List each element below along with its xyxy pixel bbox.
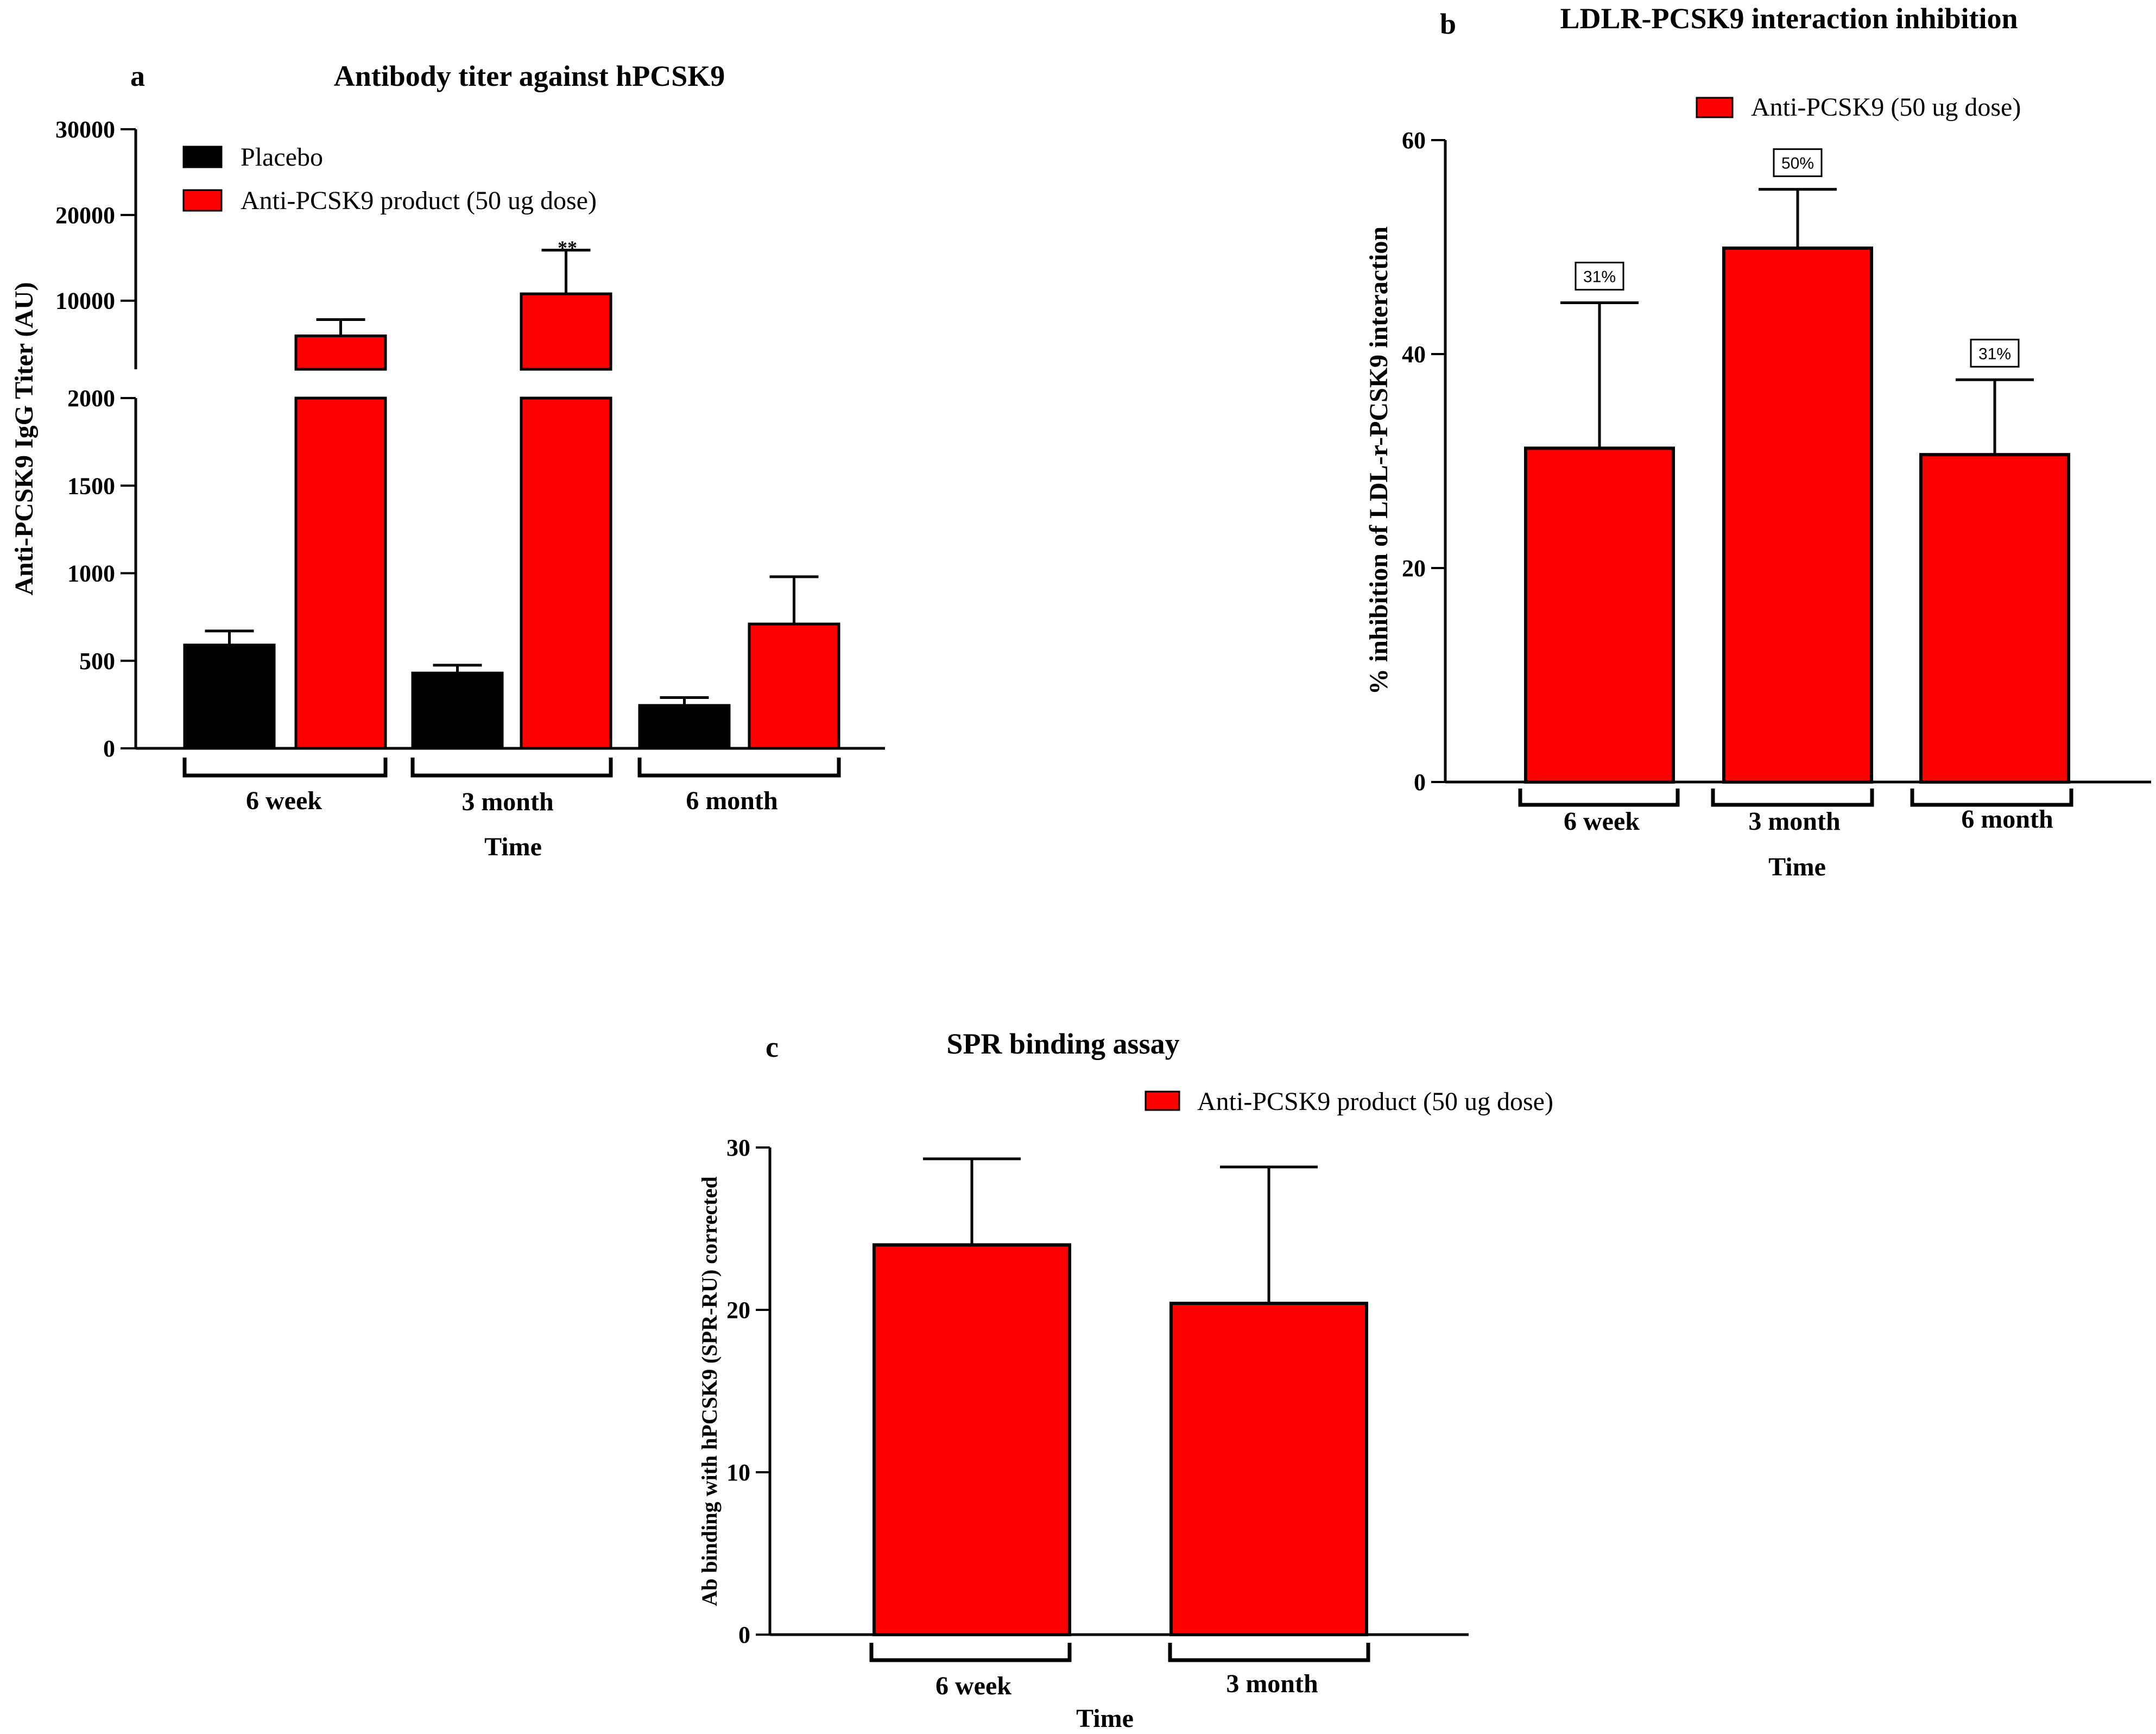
panel-c-bar-3-month bbox=[1169, 1302, 1368, 1637]
panel-c-category-labels: 6 week 3 month bbox=[935, 1669, 1318, 1700]
legend-swatch-anti-pcsk9 bbox=[182, 189, 223, 212]
legend-label-anti-pcsk9: Anti-PCSK9 product (50 ug dose) bbox=[1197, 1087, 1553, 1116]
panel-a-bars bbox=[183, 249, 840, 750]
panel-b-y-tick-label: 60 bbox=[1402, 127, 1426, 154]
panel-b-y-label: % inhibition of LDL-r-PCSK9 interaction bbox=[1364, 226, 1393, 695]
panel-c-title: SPR binding assay bbox=[946, 1027, 1179, 1060]
panel-b-letter: b bbox=[1440, 8, 1456, 40]
panel-b: b LDLR-PCSK9 interaction inhibition % in… bbox=[1364, 2, 2151, 881]
panel-b-title: LDLR-PCSK9 interaction inhibition bbox=[1560, 2, 2018, 35]
panel-c-bar-6-week bbox=[872, 1243, 1071, 1636]
panel-a-group-bracket-3-month bbox=[410, 758, 613, 778]
panel-a-y-tick-label: 1000 bbox=[67, 560, 115, 587]
panel-a-bar-3-month-anti-pcsk9-upper-segment bbox=[520, 292, 612, 371]
panel-a-category-3-month: 3 month bbox=[461, 787, 553, 816]
panel-b-legend: Anti-PCSK9 (50 ug dose) bbox=[1696, 93, 2021, 122]
panel-c-category-6-week: 6 week bbox=[935, 1672, 1011, 1700]
panel-b-category-6-week: 6 week bbox=[1564, 807, 1640, 836]
panel-a-group-bracket-6-week bbox=[182, 758, 388, 778]
panel-a: a Antibody titer against hPCSK9 Anti-PCS… bbox=[10, 60, 885, 861]
panel-a-bar-6-month-anti-pcsk9 bbox=[748, 622, 840, 750]
legend-label-placebo: Placebo bbox=[241, 143, 323, 172]
panel-a-bar-6-week-anti-pcsk9-upper-segment bbox=[294, 334, 387, 371]
panel-a-y-tick-label: 20000 bbox=[55, 202, 115, 229]
panel-c-legend: Anti-PCSK9 product (50 ug dose) bbox=[1145, 1087, 1553, 1116]
panel-a-y-tick-label: 500 bbox=[79, 648, 115, 674]
panel-b-group-bracket-3-month bbox=[1711, 789, 1874, 807]
panel-b-bar-6-month-data-label: 31% bbox=[1978, 345, 2011, 363]
panel-c-x-label: Time bbox=[1076, 1704, 1134, 1733]
panel-b-bar-6-month bbox=[1919, 453, 2070, 784]
panel-b-bar-3-month-data-label: 50% bbox=[1781, 155, 1814, 173]
panel-a-category-6-month: 6 month bbox=[686, 786, 777, 815]
panel-b-bar-6-week bbox=[1524, 446, 1675, 784]
panel-c-bars bbox=[872, 1157, 1368, 1637]
panel-a-y-tick-label: 1500 bbox=[67, 472, 115, 499]
panel-a-y-tick-label: 0 bbox=[103, 735, 115, 762]
panel-b-category-3-month: 3 month bbox=[1748, 807, 1840, 836]
panel-a-significance-marker: ** bbox=[558, 237, 577, 258]
panel-c-category-3-month: 3 month bbox=[1226, 1669, 1318, 1698]
legend-label-anti-pcsk9: Anti-PCSK9 product (50 ug dose) bbox=[241, 186, 597, 215]
panel-a-legend: Placebo Anti-PCSK9 product (50 ug dose) bbox=[182, 143, 597, 215]
panel-c-y-tick-label: 20 bbox=[726, 1297, 750, 1323]
panel-b-bar-3-month-data-label-box bbox=[1773, 148, 1823, 178]
panel-a-y-tick-label: 2000 bbox=[67, 385, 115, 412]
legend-swatch-anti-pcsk9 bbox=[1696, 97, 1734, 118]
panel-b-y-tick-label: 40 bbox=[1402, 341, 1426, 368]
legend-label-anti-pcsk9: Anti-PCSK9 (50 ug dose) bbox=[1751, 93, 2021, 122]
panel-a-bar-3-month-placebo bbox=[411, 671, 504, 750]
panel-c-group-bracket-3-month bbox=[1168, 1643, 1370, 1662]
panel-a-bar-6-week-anti-pcsk9-lower-segment bbox=[294, 396, 387, 750]
panel-c-letter: c bbox=[766, 1031, 779, 1063]
legend-swatch-anti-pcsk9 bbox=[1145, 1090, 1180, 1111]
panel-a-x-label: Time bbox=[484, 833, 542, 861]
panel-b-category-6-month: 6 month bbox=[1961, 805, 2053, 834]
panel-b-group-bracket-6-week bbox=[1518, 789, 1680, 807]
panel-c-y-tick-label: 30 bbox=[726, 1134, 750, 1161]
panel-a-bar-3-month-anti-pcsk9-lower-segment bbox=[520, 396, 612, 750]
panel-b-bar-6-week-data-label: 31% bbox=[1583, 268, 1616, 286]
panel-b-y-tick-label: 0 bbox=[1414, 769, 1426, 796]
panel-a-y-tick-label: 10000 bbox=[55, 288, 115, 314]
panel-b-y-tick-label: 20 bbox=[1402, 555, 1426, 582]
panel-a-title: Antibody titer against hPCSK9 bbox=[334, 60, 725, 92]
legend-swatch-placebo bbox=[182, 146, 223, 168]
panel-c-y-tick-label: 0 bbox=[738, 1622, 750, 1648]
panel-c-group-bracket-6-week bbox=[869, 1643, 1072, 1662]
panel-b-bar-3-month bbox=[1722, 246, 1873, 784]
panel-c-y-tick-label: 10 bbox=[726, 1459, 750, 1486]
panel-b-bars: 31% 50% 31% bbox=[1524, 148, 2070, 784]
panel-a-y-label: Anti-PCSK9 IgG Titer (AU) bbox=[10, 282, 39, 595]
panel-b-group-bracket-6-month bbox=[1910, 789, 2073, 807]
panel-c: c SPR binding assay Ab binding with hPCS… bbox=[697, 1027, 1553, 1733]
panel-c-y-label: Ab binding with hPCSK9 (SPR-RU) correcte… bbox=[697, 1176, 722, 1606]
panel-b-x-label: Time bbox=[1768, 853, 1826, 881]
panel-a-group-bracket-6-month bbox=[637, 758, 841, 778]
panel-a-category-6-week: 6 week bbox=[246, 786, 322, 815]
panel-a-category-labels: 6 week 3 month 6 month bbox=[246, 786, 778, 816]
panel-a-letter: a bbox=[130, 60, 145, 92]
panel-a-bar-6-month-placebo bbox=[638, 704, 731, 750]
panel-a-y-tick-label: 30000 bbox=[55, 116, 115, 143]
panel-b-bar-6-week-data-label-box bbox=[1575, 261, 1624, 291]
panel-b-category-labels: 6 week 3 month 6 month bbox=[1564, 805, 2053, 836]
panel-a-bar-6-week-placebo bbox=[183, 644, 276, 750]
panel-b-bar-6-month-data-label-box bbox=[1970, 338, 2020, 368]
